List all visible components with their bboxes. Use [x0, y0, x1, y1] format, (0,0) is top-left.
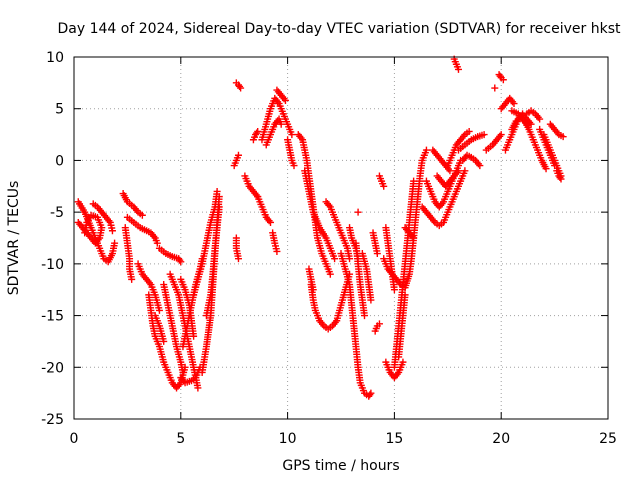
data-point-marker: [399, 358, 407, 366]
data-point-marker: [273, 247, 281, 255]
data-point-marker: [81, 229, 89, 237]
x-tick-label: 0: [70, 431, 79, 447]
data-point-marker: [454, 167, 462, 175]
data-point-marker: [367, 389, 375, 397]
data-point-marker: [128, 275, 136, 283]
data-point-marker: [277, 120, 285, 128]
data-point-marker: [331, 255, 339, 263]
data-point-marker: [491, 84, 499, 92]
data-point-marker: [422, 146, 430, 154]
data-point-marker: [236, 82, 244, 90]
data-point-marker: [556, 173, 564, 181]
y-tick-label: 5: [55, 102, 64, 118]
data-point-marker: [281, 96, 289, 104]
data-point-marker: [557, 175, 565, 183]
data-point-marker: [267, 218, 275, 226]
data-point-marker: [346, 255, 354, 263]
data-point-marker: [465, 127, 473, 135]
data-point-marker: [476, 162, 484, 170]
data-point-marker: [523, 120, 531, 128]
chart-title: Day 144 of 2024, Sidereal Day-to-day VTE…: [58, 21, 621, 37]
data-point-marker: [153, 239, 161, 247]
plot-frame: [73, 56, 609, 420]
data-point-marker: [446, 167, 454, 175]
data-point-marker: [160, 337, 168, 345]
data-point-marker: [326, 270, 334, 278]
data-point-marker: [215, 203, 223, 211]
y-axis-label: SDTVAR / TECUs: [6, 181, 22, 296]
x-tick-label: 5: [176, 431, 185, 447]
data-point-marker: [176, 256, 184, 264]
data-point-marker: [497, 131, 505, 139]
data-point-marker: [559, 133, 567, 141]
data-point-marker: [480, 131, 488, 139]
data-point-marker: [454, 65, 462, 73]
grid: [74, 57, 608, 419]
data-point-marker: [253, 129, 261, 137]
data-point-marker: [288, 131, 296, 139]
data-point-marker: [390, 286, 398, 294]
data-point-marker: [536, 115, 544, 123]
y-tick-label: -25: [41, 412, 64, 428]
x-tick-label: 10: [279, 431, 297, 447]
data-point-marker: [213, 187, 221, 195]
data-point-marker: [179, 368, 187, 376]
data-point-marker: [401, 291, 409, 299]
data-point-marker: [108, 227, 116, 235]
data-point-marker: [542, 165, 550, 173]
y-tick-label: 0: [55, 153, 64, 169]
x-tick-label: 20: [492, 431, 510, 447]
data-point-marker: [367, 296, 375, 304]
data-point-marker: [375, 320, 383, 328]
data-point-marker: [499, 76, 507, 84]
data-point-marker: [410, 234, 418, 242]
data-point-marker: [190, 332, 198, 340]
x-axis-label: GPS time / hours: [282, 458, 399, 474]
data-point-marker: [254, 127, 262, 135]
data-point-marker: [111, 239, 119, 247]
y-tick-label: -5: [50, 205, 64, 221]
y-tick-label: -20: [41, 360, 64, 376]
y-tick-label: -10: [41, 257, 64, 273]
data-point-marker: [237, 84, 245, 92]
data-point-marker: [410, 177, 418, 185]
data-point-marker: [366, 391, 374, 399]
data-point-marker: [234, 151, 242, 159]
data-point-marker: [234, 255, 242, 263]
axis-ticks: 0 5 10 15 20 25 -25 -20 -15 -10 -5 0 5 10: [41, 50, 617, 447]
data-point-marker: [194, 384, 202, 392]
y-tick-label: 10: [46, 50, 64, 66]
data-point-marker: [215, 193, 223, 201]
x-tick-label: 25: [599, 431, 617, 447]
data-point-marker: [373, 250, 381, 258]
data-marks: [74, 55, 567, 400]
y-tick-label: -15: [41, 309, 64, 325]
data-point-marker: [155, 306, 163, 314]
data-point-marker: [354, 208, 362, 216]
data-point-marker: [138, 211, 146, 219]
data-point-marker: [496, 72, 504, 80]
x-tick-label: 15: [385, 431, 403, 447]
data-point-marker: [510, 100, 518, 108]
data-point-marker: [290, 162, 298, 170]
data-point-marker: [380, 182, 388, 190]
data-point-marker: [360, 312, 368, 320]
data-point-marker: [177, 258, 185, 266]
data-point-marker: [461, 167, 469, 175]
